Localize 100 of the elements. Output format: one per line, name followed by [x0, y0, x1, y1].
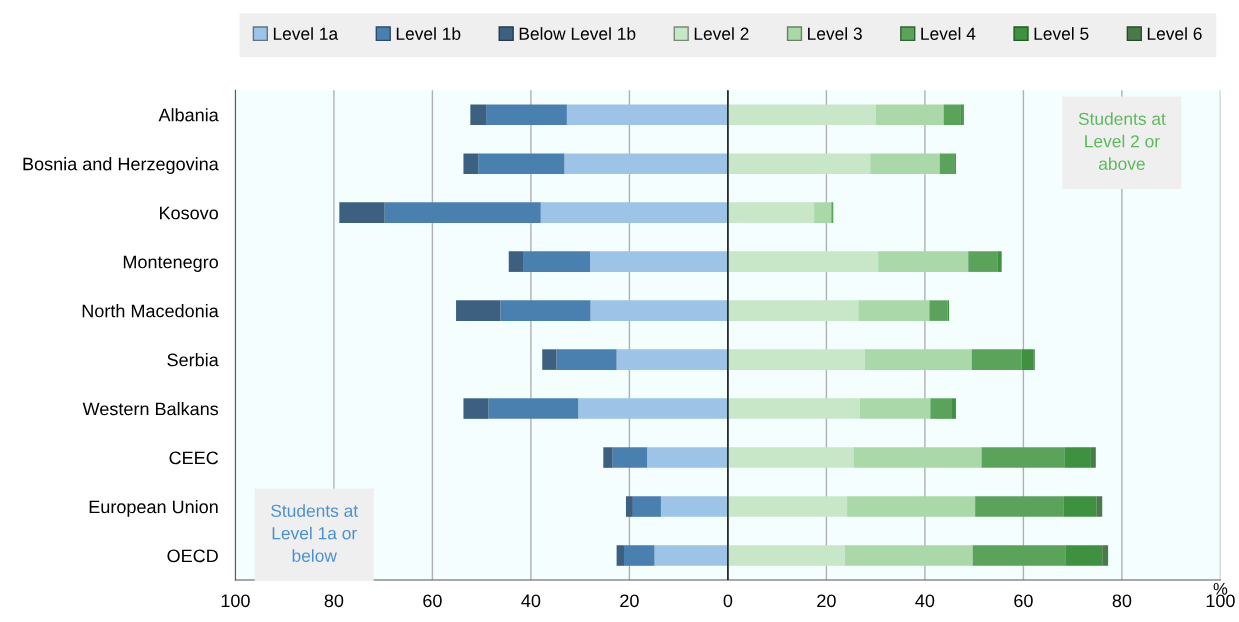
bar	[508, 251, 524, 272]
bar	[727, 398, 860, 419]
bar	[844, 545, 973, 566]
bar	[727, 545, 845, 566]
bar	[727, 104, 876, 125]
bar	[727, 202, 815, 223]
x-tick-label: 60	[423, 594, 442, 608]
bar	[1065, 545, 1103, 566]
bar	[875, 104, 944, 125]
bar	[727, 153, 871, 174]
y-tick-label: OECD	[167, 549, 218, 563]
bar	[853, 447, 982, 468]
bar	[542, 349, 557, 370]
bar	[975, 496, 1064, 517]
bar	[971, 349, 1022, 370]
annotation: Students at Level 2 or above	[1078, 112, 1166, 170]
bar	[556, 349, 617, 370]
bar	[943, 104, 961, 125]
y-tick-label: European Union	[89, 500, 218, 517]
legend-label: Level 2	[694, 27, 749, 40]
bar	[878, 251, 969, 272]
bar	[814, 202, 832, 223]
x-tick-label: 100	[221, 594, 250, 608]
legend-label: Level 3	[808, 27, 862, 40]
legend-label: Level 5	[1034, 27, 1089, 40]
bar	[654, 545, 728, 566]
bar	[1096, 496, 1103, 517]
bar	[968, 251, 998, 272]
legend-label: Level 1a	[273, 27, 339, 40]
bar	[1064, 447, 1091, 468]
bar	[616, 349, 728, 370]
y-tick-label: Serbia	[167, 353, 219, 367]
bar	[847, 496, 976, 517]
bar	[564, 153, 728, 174]
bar	[612, 447, 648, 468]
bar	[486, 104, 567, 125]
bar	[727, 251, 879, 272]
bar	[632, 496, 661, 517]
bar	[660, 496, 728, 517]
bar	[864, 349, 972, 370]
bar	[1090, 447, 1096, 468]
bar	[981, 447, 1065, 468]
legend-label: Level 1b	[396, 27, 461, 40]
bar	[463, 398, 489, 419]
bar	[859, 398, 931, 419]
bar	[384, 202, 541, 223]
x-tick-label: 20	[817, 594, 836, 608]
bar	[647, 447, 728, 468]
bar	[727, 496, 848, 517]
x-tick-label: 100	[1206, 594, 1235, 608]
bar	[952, 398, 956, 419]
bar	[339, 202, 385, 223]
bar	[727, 300, 859, 321]
bar	[500, 300, 591, 321]
bar	[590, 251, 728, 272]
legend-label: Level 4	[921, 27, 976, 40]
bar	[939, 153, 955, 174]
bar	[1021, 349, 1034, 370]
bar	[727, 349, 865, 370]
bar	[470, 104, 487, 125]
x-tick-label: 20	[620, 594, 639, 608]
bar	[523, 251, 591, 272]
y-tick-label: Montenegro	[123, 255, 218, 272]
bar	[972, 545, 1066, 566]
bar	[463, 153, 479, 174]
x-tick-label: 40	[915, 594, 935, 608]
bar	[566, 104, 728, 125]
y-tick-label: Western Balkans	[82, 402, 219, 416]
bar	[929, 300, 948, 321]
y-tick-label: CEEC	[169, 451, 219, 465]
bar	[616, 545, 624, 566]
bar	[456, 300, 501, 321]
bar	[578, 398, 728, 419]
y-tick-label: North Macedonia	[82, 304, 219, 318]
y-tick-label: Kosovo	[160, 206, 218, 220]
x-tick-label: 60	[1014, 594, 1033, 608]
y-tick-label: Bosnia and Herzegovina	[23, 157, 219, 174]
legend-label: Below Level 1b	[519, 27, 636, 40]
x-axis-title: %	[1213, 582, 1228, 595]
bar	[727, 447, 854, 468]
bar	[870, 153, 940, 174]
x-tick-label: 40	[521, 594, 541, 608]
bar	[625, 496, 633, 517]
x-tick-label: 80	[324, 594, 344, 608]
bar	[997, 251, 1002, 272]
legend-label: Level 6	[1147, 27, 1202, 40]
bar	[603, 447, 613, 468]
bar	[623, 545, 655, 566]
x-tick-label: 0	[723, 594, 733, 608]
bar	[540, 202, 728, 223]
x-tick-label: 80	[1112, 594, 1132, 608]
bar	[478, 153, 565, 174]
bar	[930, 398, 952, 419]
y-tick-label: Albania	[158, 108, 219, 122]
bar	[1063, 496, 1097, 517]
annotation: Students at Level 1a or below	[271, 504, 358, 562]
bar	[858, 300, 930, 321]
bar	[590, 300, 728, 321]
bar	[1102, 545, 1109, 566]
bar	[488, 398, 579, 419]
